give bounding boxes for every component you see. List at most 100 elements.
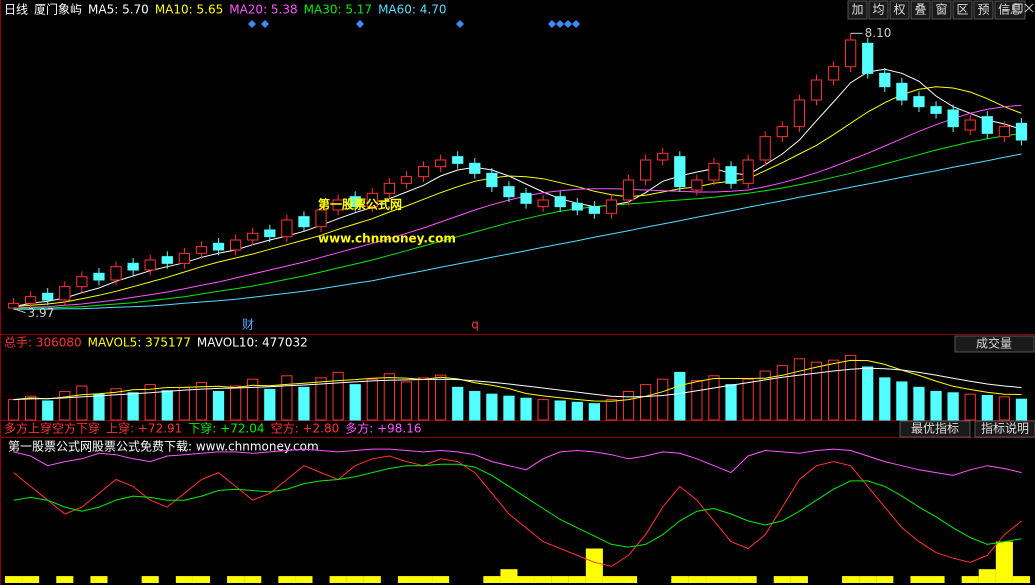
candle-body <box>452 156 464 164</box>
volume-bar <box>896 381 908 421</box>
signal-bar <box>773 576 791 583</box>
high-label: 8.10 <box>865 26 892 40</box>
candle-body <box>332 199 344 211</box>
toolbar-button-label[interactable]: 信息 <box>998 2 1022 17</box>
window-control[interactable] <box>1024 3 1034 13</box>
moving-average <box>13 132 1022 310</box>
toolbar-button[interactable] <box>847 0 868 20</box>
volume-bar <box>127 392 139 421</box>
signal-bar <box>175 576 193 583</box>
candle-body <box>417 166 430 178</box>
candle-body <box>195 246 208 254</box>
event-marker: 财 <box>242 318 254 332</box>
candle-body <box>127 262 139 271</box>
indicator-line <box>13 448 1022 476</box>
signal-bar <box>534 576 552 583</box>
indicator-button-label[interactable]: 最优指标 <box>911 421 959 436</box>
indicator-button[interactable] <box>974 420 1035 438</box>
header-text: MAVOL5: 375177 <box>88 336 191 350</box>
toolbar-button-label[interactable]: 窗 <box>935 3 947 17</box>
toolbar-button[interactable] <box>910 0 931 20</box>
volume-bar <box>674 371 686 421</box>
indicator-line <box>13 463 1022 548</box>
candle-body <box>913 96 925 108</box>
toolbar-button[interactable] <box>973 0 994 20</box>
toolbar-button[interactable] <box>952 0 973 20</box>
volume-bar <box>691 380 703 421</box>
volume-bar <box>554 400 566 421</box>
signal-bar <box>517 576 535 583</box>
candle-body <box>349 196 361 208</box>
volume-bar <box>315 377 327 421</box>
toolbar-button-label[interactable]: 预 <box>977 3 989 17</box>
event-marker: q <box>471 318 479 332</box>
moving-average <box>13 86 1022 308</box>
volume-bar <box>605 399 618 421</box>
candle-body <box>520 192 532 204</box>
volume-bar <box>110 388 122 421</box>
volume-button[interactable] <box>954 335 1035 353</box>
candle-body <box>435 159 447 168</box>
candle-body <box>503 186 515 198</box>
candle-body <box>657 152 669 161</box>
signal-bar <box>910 576 928 583</box>
candle-body <box>76 276 88 288</box>
volume-bar <box>657 378 669 421</box>
header-text: 厦门象屿 <box>34 2 82 17</box>
volume-bar <box>776 365 788 421</box>
volume-bar <box>503 395 515 421</box>
signal-bar <box>790 576 808 583</box>
header-text: 上穿: +72.91 <box>106 421 182 436</box>
toolbar-button-label[interactable]: 叠 <box>914 3 926 17</box>
indicator-button[interactable] <box>899 420 971 438</box>
signal-bar <box>22 576 40 583</box>
volume-bar <box>298 386 310 421</box>
toolbar-button-label[interactable]: 均 <box>872 3 884 17</box>
candle-body <box>879 72 891 88</box>
signal-bar <box>227 576 245 583</box>
indicator-button-label[interactable]: 指标说明 <box>981 421 1029 436</box>
moving-average <box>13 153 1022 310</box>
header-text: 多方上穿空方下穿 <box>4 421 100 436</box>
header-text: 下穿: +72.04 <box>188 421 264 436</box>
toolbar-button-label[interactable]: 区 <box>956 3 968 17</box>
candle-body <box>964 119 976 131</box>
candle-body <box>469 162 481 174</box>
volume-bar <box>810 361 823 421</box>
candle-body <box>742 159 754 184</box>
volume-bar <box>469 390 481 421</box>
volume-bar <box>25 395 37 421</box>
toolbar-button[interactable] <box>868 0 889 20</box>
signal-bar <box>568 576 586 583</box>
candle-body <box>383 182 395 194</box>
toolbar-button[interactable] <box>889 0 910 20</box>
signal-bar <box>978 569 996 583</box>
volume-bar <box>7 399 20 421</box>
candle-body <box>571 202 583 211</box>
toolbar-button-label[interactable]: 权 <box>893 3 905 17</box>
signal-bar <box>739 576 757 583</box>
signal-bar <box>585 548 603 583</box>
signal-bar <box>56 576 74 583</box>
candle-body <box>178 252 190 264</box>
candle-body <box>793 99 805 128</box>
candle-body <box>896 82 908 101</box>
candle-body <box>605 199 618 214</box>
toolbar-button-label[interactable]: 加 <box>851 3 863 17</box>
candle-body <box>776 126 788 138</box>
signal-bar <box>346 576 364 583</box>
volume-bar <box>366 378 378 421</box>
candle-body <box>930 106 942 114</box>
volume-bar <box>520 397 532 421</box>
signal-bar <box>1012 576 1030 583</box>
candle-body <box>298 216 310 228</box>
candle-body <box>400 176 413 184</box>
volume-bar <box>759 370 771 421</box>
signal-bar <box>397 576 415 583</box>
volume-button-label[interactable]: 成交量 <box>976 336 1012 351</box>
window-control[interactable] <box>1013 3 1023 13</box>
moving-average <box>13 104 1022 309</box>
volume-bar <box>42 400 54 421</box>
signal-bar <box>483 576 501 583</box>
toolbar-button[interactable] <box>931 0 952 20</box>
